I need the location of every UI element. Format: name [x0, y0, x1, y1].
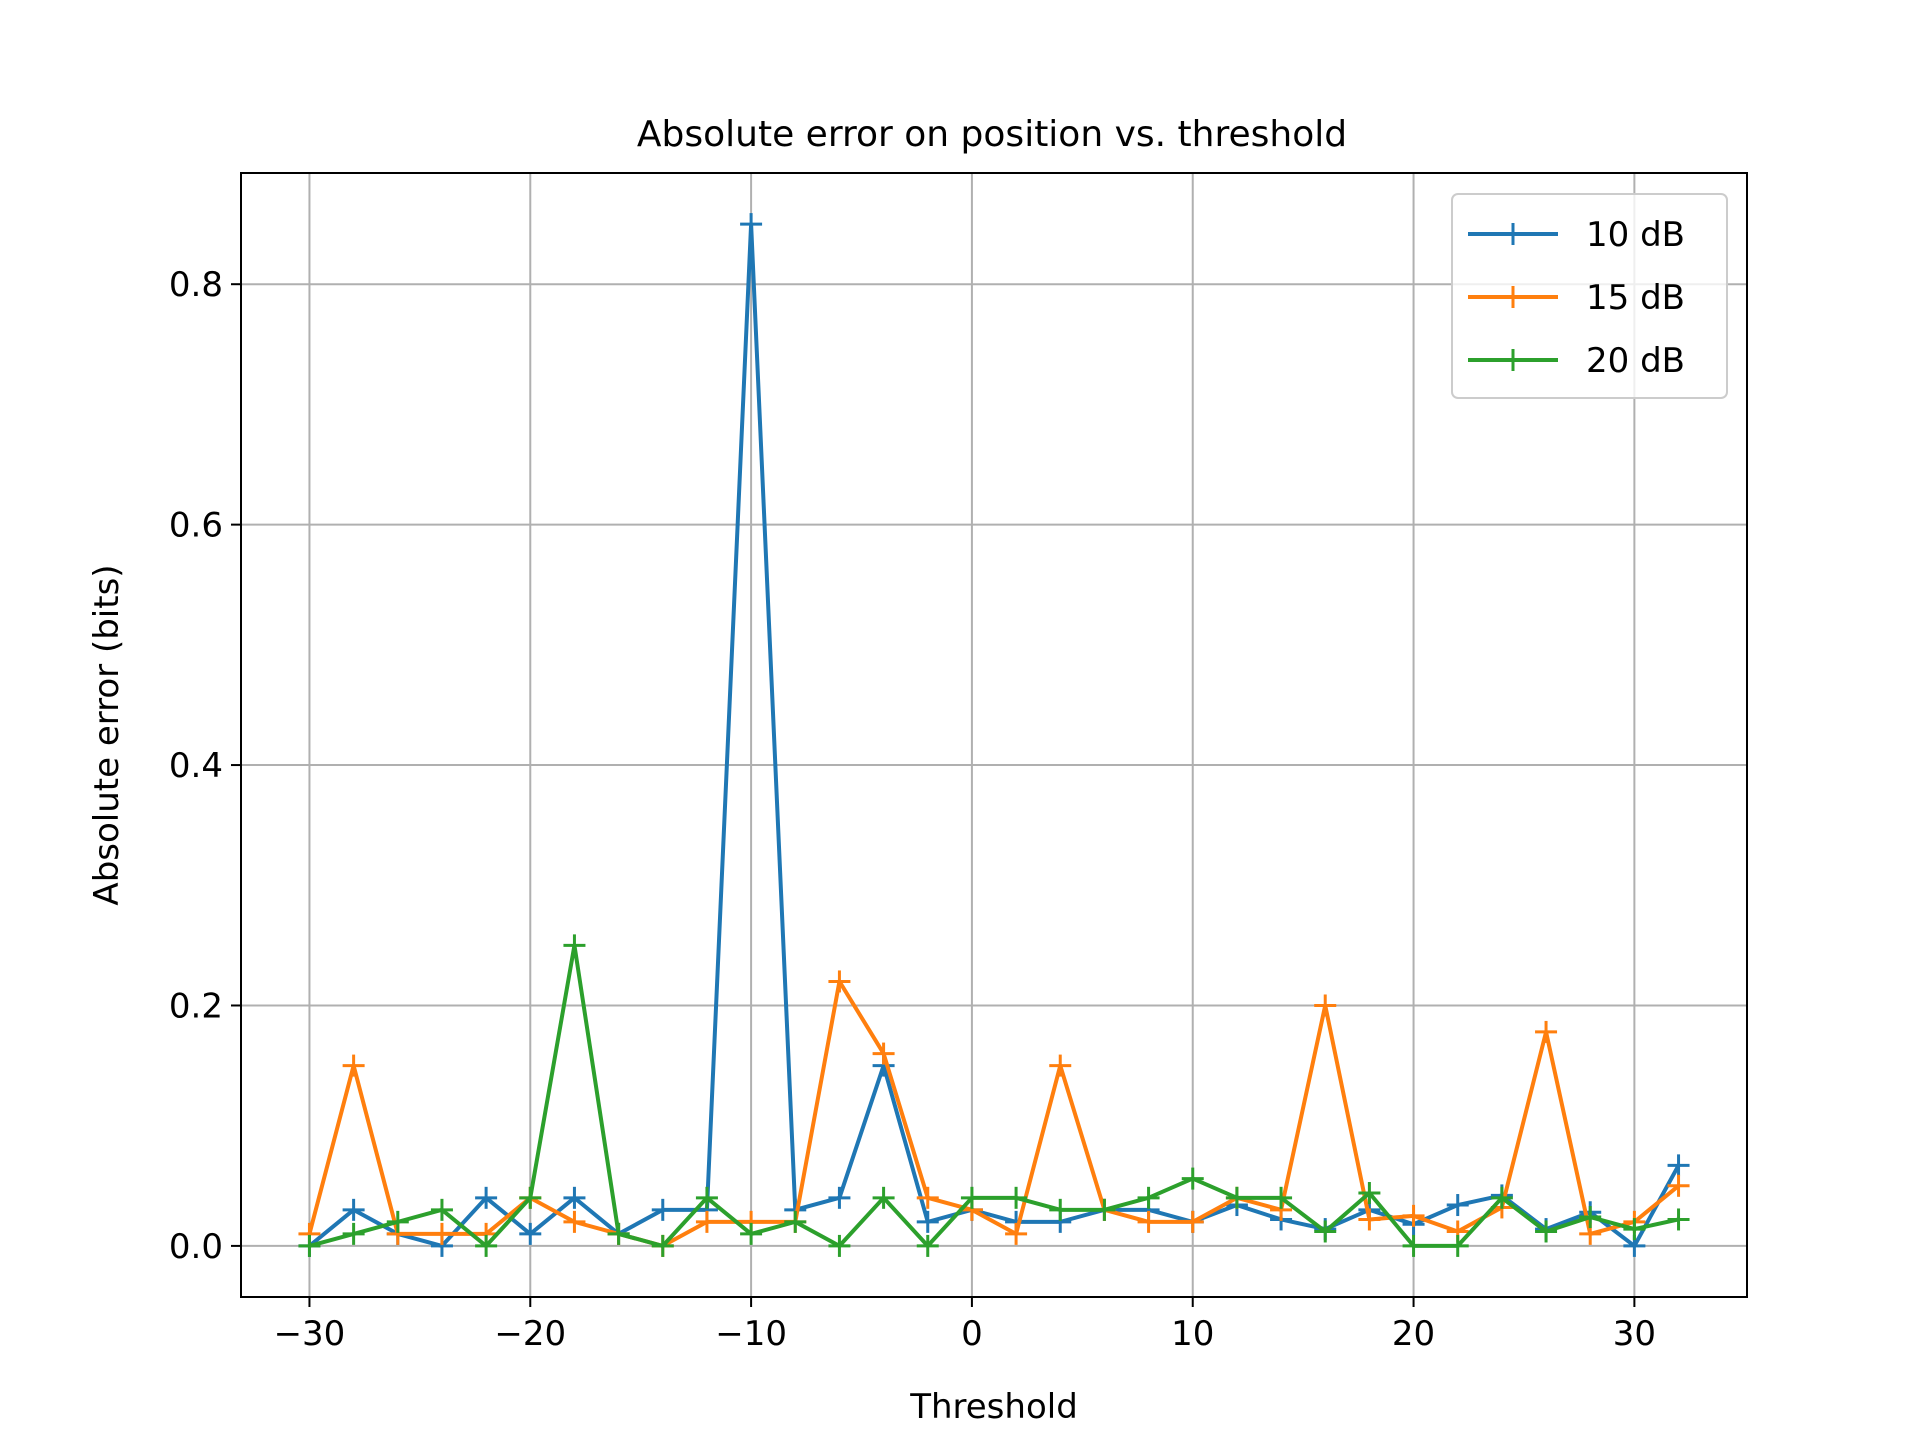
data-point — [1005, 1222, 1028, 1245]
data-point — [828, 970, 851, 993]
y-axis-label: Absolute error (bits) — [87, 564, 127, 905]
data-point — [1181, 1210, 1204, 1233]
data-point — [519, 1186, 542, 1209]
data-point — [872, 1042, 895, 1065]
data-point — [651, 1234, 674, 1257]
series-line — [307, 979, 1680, 1248]
data-point — [342, 1198, 365, 1221]
data-point — [298, 1234, 321, 1257]
data-point — [1358, 1182, 1381, 1205]
legend-box — [1451, 193, 1728, 399]
data-point — [607, 1222, 630, 1245]
data-point — [563, 1210, 586, 1233]
data-point — [430, 1222, 453, 1245]
data-point — [1225, 1186, 1248, 1209]
data-point — [563, 934, 586, 957]
legend-label: 15 dB — [1586, 278, 1685, 318]
data-point — [1667, 1208, 1690, 1231]
data-point — [872, 1186, 895, 1209]
data-point — [1270, 1186, 1293, 1209]
data-point — [651, 1198, 674, 1221]
y-tick-label: 0.4 — [169, 746, 223, 786]
data-point — [563, 1186, 586, 1209]
data-point — [960, 1186, 983, 1209]
data-point — [1667, 1174, 1690, 1197]
legend: 10 dB 15 dB 20 dB — [1451, 193, 1728, 399]
data-point — [1402, 1234, 1425, 1257]
data-point — [1093, 1198, 1116, 1221]
x-tick-label: −30 — [274, 1314, 346, 1354]
legend-label: 10 dB — [1586, 215, 1685, 255]
data-point — [1137, 1210, 1160, 1233]
data-point — [519, 1222, 542, 1245]
data-point — [1446, 1194, 1469, 1217]
y-tick-label: 0.6 — [169, 506, 223, 546]
data-point — [695, 1210, 718, 1233]
data-point — [1490, 1186, 1513, 1209]
data-point — [828, 1234, 851, 1257]
x-tick-label: −20 — [494, 1314, 566, 1354]
data-point — [1049, 1198, 1072, 1221]
data-point — [1446, 1234, 1469, 1257]
chart-title: Absolute error on position vs. threshold — [637, 114, 1347, 155]
y-tick-label: 0.8 — [169, 265, 223, 305]
data-point — [784, 1210, 807, 1233]
data-point — [1005, 1186, 1028, 1209]
data-point — [916, 1234, 939, 1257]
data-point — [1623, 1218, 1646, 1241]
data-point — [1535, 1220, 1558, 1243]
data-point — [1137, 1186, 1160, 1209]
data-point — [430, 1198, 453, 1221]
data-point — [1181, 1167, 1204, 1190]
data-point — [1314, 1220, 1337, 1243]
legend-item: 10 dB — [1468, 215, 1685, 255]
data-point — [1049, 1054, 1072, 1077]
data-point — [1535, 1020, 1558, 1043]
data-point — [1314, 994, 1337, 1017]
x-tick-label: −10 — [715, 1314, 787, 1354]
legend-label: 20 dB — [1586, 341, 1685, 381]
axis-ticks: −30 −20 −10 0 10 20 30 0.0 0.2 0.4 0.6 0.8 — [169, 265, 1656, 1354]
x-tick-label: 20 — [1392, 1314, 1435, 1354]
data-point — [475, 1186, 498, 1209]
data-point — [740, 213, 763, 236]
y-tick-label: 0.0 — [169, 1227, 223, 1267]
data-point — [916, 1186, 939, 1209]
plot-area-frame — [240, 172, 1748, 1298]
x-axis-label: Threshold — [909, 1387, 1078, 1427]
y-tick-label: 0.2 — [169, 986, 223, 1026]
data-point — [475, 1234, 498, 1257]
data-point — [342, 1222, 365, 1245]
x-tick-label: 0 — [961, 1314, 983, 1354]
data-point — [342, 1054, 365, 1077]
data-point — [1579, 1206, 1602, 1229]
series-line — [308, 222, 1681, 1248]
data-series — [298, 213, 1690, 1257]
data-point — [1667, 1154, 1690, 1177]
x-tick-label: 30 — [1613, 1314, 1656, 1354]
data-point — [1358, 1208, 1381, 1231]
data-point — [916, 1210, 939, 1233]
legend-item: 15 dB — [1468, 278, 1685, 318]
x-tick-label: 10 — [1171, 1314, 1214, 1354]
series-20-db — [298, 934, 1690, 1257]
data-point — [695, 1186, 718, 1209]
data-point — [386, 1210, 409, 1233]
data-point — [1402, 1204, 1425, 1227]
data-point — [740, 1222, 763, 1245]
data-point — [828, 1186, 851, 1209]
legend-item: 20 dB — [1468, 341, 1685, 381]
